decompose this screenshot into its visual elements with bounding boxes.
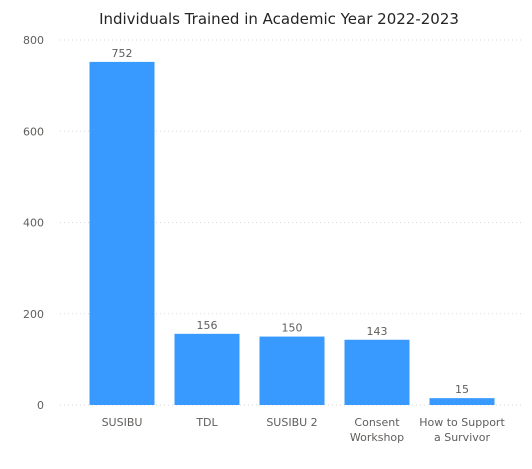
x-tick-label-line: TDL xyxy=(195,416,218,429)
x-tick-label: Consent Workshop xyxy=(350,416,404,444)
x-tick-label: TDL xyxy=(195,416,218,429)
x-tick-label-line: SUSIBU xyxy=(102,416,143,429)
bar[interactable] xyxy=(429,398,495,405)
bar[interactable] xyxy=(259,336,325,405)
data-label: 15 xyxy=(455,383,469,396)
x-tick-label: How to Support a Survivor xyxy=(419,416,505,444)
x-tick-label-line: Workshop xyxy=(350,431,404,444)
y-tick-label: 400 xyxy=(23,217,44,230)
data-label: 156 xyxy=(197,319,218,332)
bar[interactable] xyxy=(89,61,155,406)
y-tick-label: 200 xyxy=(23,308,44,321)
x-tick-label-line: SUSIBU 2 xyxy=(266,416,317,429)
data-label: 143 xyxy=(367,325,388,338)
bar[interactable] xyxy=(174,333,240,405)
y-tick-label: 600 xyxy=(23,125,44,138)
x-tick-label: SUSIBU 2 xyxy=(266,416,317,429)
bar[interactable] xyxy=(344,339,410,405)
y-tick-label: 800 xyxy=(23,34,44,47)
x-tick-label-line: Consent xyxy=(354,416,400,429)
x-tick-label-line: a Survivor xyxy=(434,431,491,444)
data-label: 752 xyxy=(112,47,133,60)
y-tick-label: 0 xyxy=(37,399,44,412)
x-tick-label-line: How to Support xyxy=(419,416,505,429)
data-labels: 752 156 150 143 15 xyxy=(112,47,470,396)
x-axis: SUSIBU TDL SUSIBU 2 Consent Workshop How to S… xyxy=(102,416,506,444)
data-label: 150 xyxy=(282,322,303,335)
y-axis: 0 200 400 600 800 xyxy=(23,34,44,412)
bars[interactable] xyxy=(89,61,495,406)
chart-title: Individuals Trained in Academic Year 202… xyxy=(99,10,459,28)
x-tick-label: SUSIBU xyxy=(102,416,143,429)
